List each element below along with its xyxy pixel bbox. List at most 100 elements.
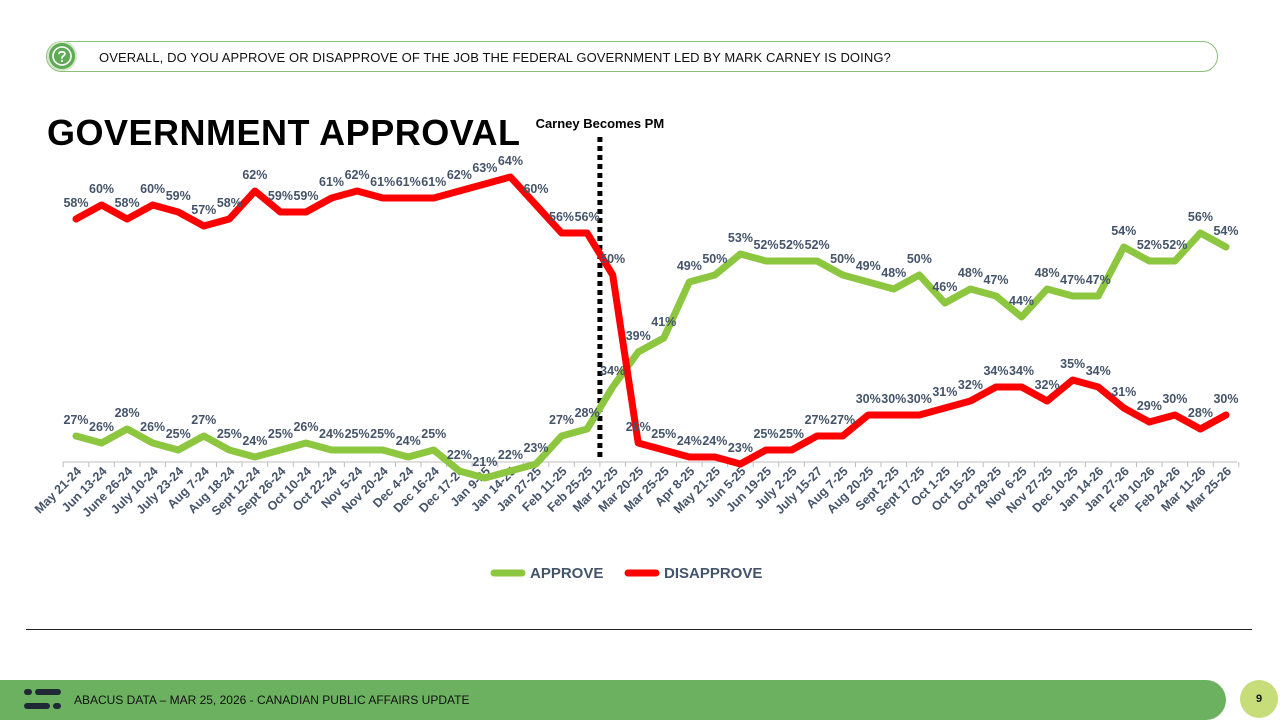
abacus-logo-icon [24,688,64,717]
data-point-disapprove [584,230,590,236]
data-point-disapprove [303,209,309,215]
data-label-disapprove: 30% [1213,392,1238,406]
data-point-disapprove [789,447,795,453]
data-label-disapprove: 58% [217,196,242,210]
data-label-disapprove: 58% [115,196,140,210]
data-label-approve: 25% [370,427,395,441]
data-point-disapprove [763,447,769,453]
data-point-disapprove [150,202,156,208]
data-label-disapprove: 60% [140,182,165,196]
data-point-approve [916,272,922,278]
data-label-approve: 25% [345,427,370,441]
data-point-disapprove [533,202,539,208]
data-label-disapprove: 35% [1060,357,1085,371]
data-label-disapprove: 24% [677,434,702,448]
data-point-disapprove [891,412,897,418]
data-label-disapprove: 25% [651,427,676,441]
data-point-approve [329,447,335,453]
data-label-approve: 27% [191,413,216,427]
data-label-approve: 52% [753,238,778,252]
data-point-approve [763,258,769,264]
data-point-approve [789,258,795,264]
data-point-approve [1121,244,1127,250]
data-point-approve [1095,293,1101,299]
data-label-approve: 54% [1213,224,1238,238]
data-point-approve [661,335,667,341]
data-label-approve: 48% [958,266,983,280]
data-label-approve: 52% [1162,238,1187,252]
data-point-approve [1044,286,1050,292]
data-label-disapprove: 59% [268,189,293,203]
question-bar: OVERALL, DO YOU APPROVE OR DISAPPROVE OF… [46,41,1218,72]
data-label-disapprove: 58% [63,196,88,210]
data-label-approve: 27% [549,413,574,427]
data-point-disapprove [277,209,283,215]
data-label-approve: 41% [651,315,676,329]
data-label-disapprove: 29% [1137,399,1162,413]
data-label-approve: 26% [293,420,318,434]
data-point-disapprove [456,188,462,194]
data-point-approve [277,447,283,453]
data-label-approve: 25% [421,427,446,441]
data-label-approve: 52% [1137,238,1162,252]
data-point-disapprove [737,461,743,467]
data-point-approve [201,433,207,439]
data-label-approve: 24% [396,434,421,448]
data-label-disapprove: 30% [881,392,906,406]
legend-label-approve: APPROVE [530,565,603,582]
data-label-disapprove: 59% [166,189,191,203]
data-point-approve [686,279,692,285]
data-label-disapprove: 27% [830,413,855,427]
data-label-disapprove: 34% [983,364,1008,378]
data-label-approve: 50% [907,252,932,266]
data-point-disapprove [73,216,79,222]
data-label-disapprove: 61% [319,175,344,189]
data-label-disapprove: 31% [932,385,957,399]
data-point-approve [814,258,820,264]
data-label-disapprove: 61% [421,175,446,189]
page-number: 9 [1240,680,1278,718]
data-label-approve: 53% [728,231,753,245]
data-point-approve [610,384,616,390]
data-label-disapprove: 30% [856,392,881,406]
data-point-disapprove [840,433,846,439]
data-point-disapprove [329,195,335,201]
data-point-disapprove [482,181,488,187]
data-label-disapprove: 61% [396,175,421,189]
data-label-approve: 24% [242,434,267,448]
data-point-disapprove [712,454,718,460]
data-label-disapprove: 60% [523,182,548,196]
data-label-approve: 28% [115,406,140,420]
data-point-approve [584,426,590,432]
data-point-approve [1197,230,1203,236]
data-label-approve: 50% [702,252,727,266]
data-point-approve [559,433,565,439]
data-label-approve: 22% [447,448,472,462]
data-label-disapprove: 56% [575,210,600,224]
data-label-approve: 47% [1086,273,1111,287]
data-label-approve: 47% [1060,273,1085,287]
data-point-disapprove [942,405,948,411]
data-point-disapprove [993,384,999,390]
data-label-disapprove: 62% [242,168,267,182]
data-point-disapprove [661,447,667,453]
question-icon [49,43,75,69]
data-point-disapprove [431,195,437,201]
data-point-approve [252,454,258,460]
data-point-approve [1172,258,1178,264]
data-label-disapprove: 61% [370,175,395,189]
data-point-approve [226,447,232,453]
data-label-approve: 26% [89,420,114,434]
data-point-approve [405,454,411,460]
data-point-approve [865,279,871,285]
data-point-approve [1223,244,1229,250]
data-label-disapprove: 34% [1086,364,1111,378]
footer-text: ABACUS DATA – MAR 25, 2026 - CANADIAN PU… [74,693,470,707]
data-label-disapprove: 56% [549,210,574,224]
page-title: GOVERNMENT APPROVAL [47,112,521,153]
data-label-disapprove: 23% [728,441,753,455]
data-label-disapprove: 28% [1188,406,1213,420]
data-point-approve [175,447,181,453]
footer-bar: ABACUS DATA – MAR 25, 2026 - CANADIAN PU… [0,680,1226,720]
